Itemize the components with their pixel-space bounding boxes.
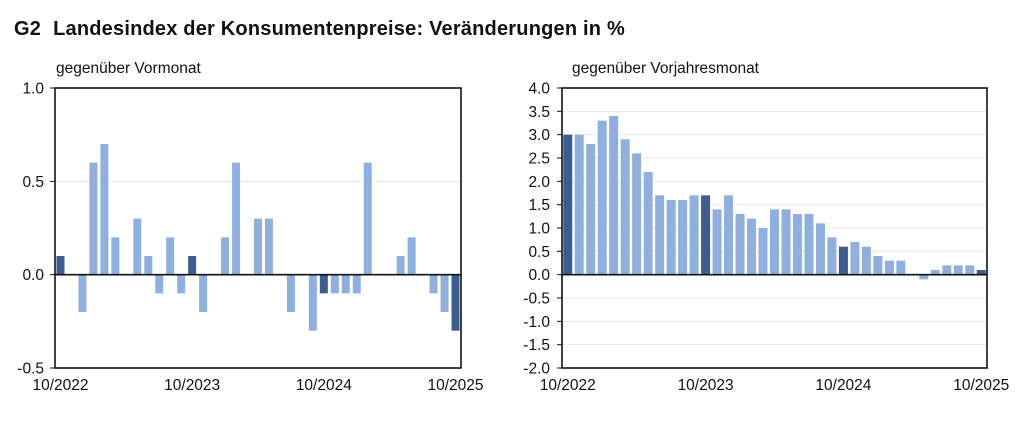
bar: [308, 274, 317, 331]
bar: [712, 209, 722, 275]
figure-title-text: Landesindex der Konsumentenpreise: Verän…: [53, 18, 625, 40]
bar: [586, 144, 596, 275]
plot-frame: [54, 87, 462, 369]
bar: [850, 242, 860, 275]
bar: [781, 209, 791, 275]
bar-highlighted: [563, 134, 573, 275]
x-tick-label: 10/2024: [296, 377, 352, 394]
x-tick-label: 10/2023: [678, 377, 734, 394]
bar: [155, 274, 164, 294]
bar-highlighted: [838, 246, 848, 275]
bar: [341, 274, 350, 294]
bar: [78, 274, 87, 312]
y-tick-label: 4.0: [528, 81, 550, 98]
bar: [815, 223, 825, 275]
bar: [643, 172, 653, 275]
bar: [199, 274, 208, 312]
figure-number: G2: [14, 18, 42, 40]
bar: [965, 265, 975, 275]
bar: [620, 139, 630, 275]
bar: [666, 200, 676, 275]
bar: [655, 195, 665, 275]
bar: [953, 265, 963, 275]
bar: [597, 120, 607, 275]
y-tick-label: 0.5: [528, 244, 550, 261]
bar: [177, 274, 186, 294]
bar: [254, 218, 262, 275]
bar: [363, 162, 372, 275]
y-tick-label: -0.5: [17, 361, 44, 378]
x-tick-label: 10/2023: [164, 377, 220, 394]
y-tick-label: -1.0: [523, 314, 550, 331]
plot-frame: [561, 87, 988, 369]
bar-highlighted: [701, 195, 711, 275]
bar: [609, 116, 619, 275]
x-tick-label: 10/2025: [953, 377, 1009, 394]
bar: [942, 265, 952, 275]
y-tick-label: 1.0: [22, 81, 44, 98]
chart-yearly-subtitle: gegenüber Vorjahresmonat: [572, 60, 759, 77]
bar: [678, 200, 688, 275]
bar: [919, 274, 929, 280]
bar: [440, 274, 449, 312]
figure-title: G2 Landesindex der Konsumentenpreise: Ver…: [14, 18, 625, 41]
y-tick-label: 0.0: [22, 267, 44, 284]
chart-yearly-change: 4.0 3.5 3.0 2.5 2.0 1.5 1.0 0.5 0.0 -0.5 -1.0 -1.5 -…: [523, 81, 1009, 395]
x-tick-label: 10/2022: [540, 377, 596, 394]
bar: [735, 214, 745, 275]
y-tick-label: 2.0: [528, 174, 550, 191]
bar: [352, 274, 361, 294]
bar: [429, 274, 438, 294]
bar: [221, 237, 230, 275]
y-tick-label: -0.5: [523, 291, 550, 308]
bar: [632, 153, 642, 275]
bar: [286, 274, 295, 312]
bar: [873, 256, 883, 275]
bar: [884, 260, 894, 275]
bar-highlighted: [451, 274, 460, 331]
bar: [396, 256, 405, 275]
chart-monthly-subtitle: gegenüber Vormonat: [56, 60, 201, 77]
bar: [861, 246, 871, 275]
bar: [747, 218, 757, 275]
y-tick-label: -2.0: [523, 361, 550, 378]
bar: [407, 237, 416, 275]
bar: [770, 209, 779, 275]
x-tick-label: 10/2024: [815, 377, 871, 394]
y-tick-label: 1.5: [528, 197, 550, 214]
bar: [724, 195, 734, 275]
chart-monthly-change: 1.0 0.5 0.0 -0.510/2022 10/2023 10/2024 10/202…: [17, 81, 483, 395]
y-tick-label: 0.0: [528, 267, 550, 284]
bar: [144, 256, 153, 275]
bar: [330, 274, 339, 294]
bar: [896, 260, 906, 275]
y-tick-label: 0.5: [22, 174, 44, 191]
x-tick-label: 10/2025: [427, 377, 483, 394]
bar: [804, 214, 814, 275]
bar: [827, 237, 837, 275]
bar: [758, 228, 768, 275]
bar: [574, 134, 584, 275]
bar: [930, 270, 940, 275]
bar: [792, 214, 802, 275]
x-tick-label: 10/2022: [32, 377, 88, 394]
y-tick-label: -1.5: [523, 337, 550, 354]
bar: [232, 162, 241, 275]
bar-highlighted: [56, 256, 65, 275]
bar: [689, 195, 699, 275]
bar: [89, 162, 98, 275]
y-tick-label: 3.5: [528, 104, 550, 121]
bar-highlighted: [319, 274, 328, 294]
y-tick-label: 2.5: [528, 151, 550, 168]
bar: [166, 237, 175, 275]
y-tick-label: 3.0: [528, 127, 550, 144]
bar: [133, 218, 142, 275]
bar-highlighted: [188, 256, 197, 275]
bar: [111, 237, 120, 275]
y-tick-label: 1.0: [528, 221, 550, 238]
bar: [264, 218, 273, 275]
bar-highlighted: [976, 270, 986, 275]
bar: [100, 144, 109, 275]
